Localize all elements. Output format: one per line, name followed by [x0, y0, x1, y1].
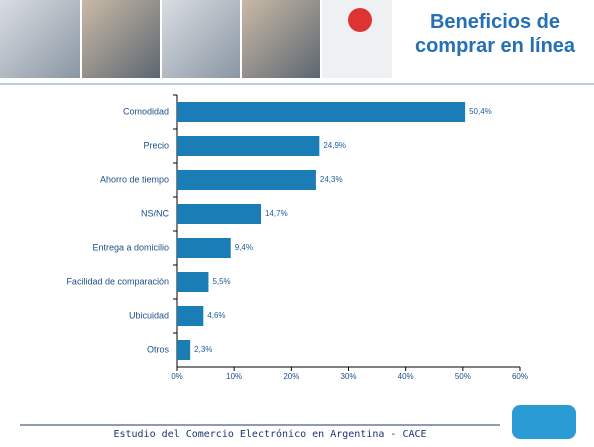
value-label: 24,3%	[320, 175, 343, 184]
y-tick-label: Otros	[147, 344, 170, 354]
value-label: 4,6%	[207, 311, 225, 320]
bar	[177, 272, 209, 292]
footer-text: Estudio del Comercio Electrónico en Arge…	[113, 429, 427, 440]
y-tick-label: Facilidad de comparación	[66, 276, 169, 286]
bar	[177, 204, 262, 224]
bar	[177, 340, 191, 360]
header-photo	[0, 0, 80, 78]
x-tick-label: 50%	[455, 372, 471, 381]
value-label: 5,5%	[212, 277, 230, 286]
y-tick-label: Comodidad	[123, 106, 169, 116]
value-label: 24,9%	[323, 141, 346, 150]
bar	[177, 238, 231, 258]
bar	[177, 136, 320, 156]
x-tick-label: 40%	[398, 372, 414, 381]
bar	[177, 170, 316, 190]
x-tick-label: 10%	[226, 372, 242, 381]
value-label: 2,3%	[194, 345, 212, 354]
value-label: 9,4%	[235, 243, 253, 252]
at-icon	[348, 8, 372, 32]
logo	[512, 405, 576, 439]
header-photo	[162, 0, 240, 78]
y-tick-label: Ubicuidad	[129, 310, 169, 320]
x-tick-label: 60%	[512, 372, 528, 381]
header-photo	[82, 0, 160, 78]
header-photo	[242, 0, 320, 78]
value-label: 50,4%	[469, 107, 492, 116]
bar	[177, 102, 466, 122]
x-tick-label: 0%	[171, 372, 183, 381]
value-label: 14,7%	[265, 209, 288, 218]
y-tick-label: Ahorro de tiempo	[100, 174, 169, 184]
x-tick-label: 20%	[283, 372, 299, 381]
y-tick-label: Entrega a domicilio	[92, 242, 169, 252]
y-tick-label: Precio	[143, 140, 169, 150]
bar	[177, 306, 204, 326]
x-tick-label: 30%	[340, 372, 356, 381]
y-tick-label: NS/NC	[141, 208, 170, 218]
slide-title: Beneficios de comprar en línea	[414, 11, 576, 57]
